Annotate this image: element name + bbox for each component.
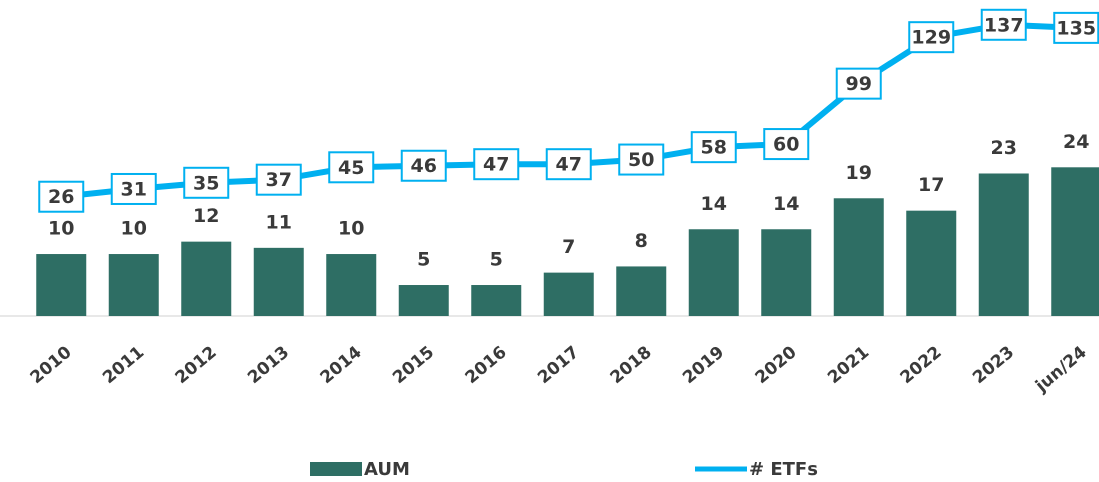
x-tick-label: 2021 bbox=[824, 342, 873, 388]
x-tick-label: 2019 bbox=[679, 342, 728, 388]
bar-label: 10 bbox=[338, 218, 364, 240]
x-tick-label: 2012 bbox=[172, 342, 221, 388]
bar bbox=[398, 285, 449, 316]
bar bbox=[108, 254, 159, 316]
label-box bbox=[255, 163, 302, 196]
line-label: 35 bbox=[193, 172, 219, 194]
bar bbox=[543, 272, 594, 316]
label-box bbox=[473, 148, 520, 181]
line-label: 135 bbox=[1056, 17, 1096, 39]
bar-label: 11 bbox=[266, 211, 292, 233]
line-label: 58 bbox=[701, 137, 727, 159]
x-tick-label: 2017 bbox=[534, 342, 583, 388]
line-label: 50 bbox=[628, 149, 654, 171]
legend-swatch bbox=[310, 462, 362, 476]
label-box bbox=[400, 149, 447, 182]
bar bbox=[1051, 167, 1099, 316]
x-tick-label: 2020 bbox=[752, 342, 801, 388]
x-tick-label: 2023 bbox=[969, 342, 1018, 388]
bar-label: 10 bbox=[48, 218, 74, 240]
bar bbox=[253, 247, 304, 316]
line-label: 31 bbox=[121, 178, 147, 200]
label-box bbox=[1053, 11, 1099, 44]
bar bbox=[833, 198, 884, 316]
x-tick-label: 2013 bbox=[244, 342, 293, 388]
bar bbox=[616, 266, 667, 316]
bar-label: 12 bbox=[193, 205, 219, 227]
line-label: 129 bbox=[911, 27, 951, 49]
line-label: 47 bbox=[556, 154, 582, 176]
legend-label: AUM bbox=[364, 459, 410, 480]
bar-label: 8 bbox=[635, 230, 648, 252]
bar-label: 7 bbox=[562, 236, 575, 258]
label-box bbox=[980, 8, 1027, 41]
label-box bbox=[763, 128, 810, 161]
bar-label: 10 bbox=[121, 218, 147, 240]
bar-label: 14 bbox=[701, 193, 727, 215]
bar bbox=[978, 173, 1029, 316]
line-label: 45 bbox=[338, 157, 364, 179]
line-label: 46 bbox=[411, 155, 437, 177]
bar-label: 17 bbox=[918, 174, 944, 196]
label-box bbox=[618, 143, 665, 176]
line-label: 47 bbox=[483, 154, 509, 176]
bar bbox=[326, 254, 377, 316]
label-box bbox=[545, 148, 592, 181]
bar-label: 14 bbox=[773, 193, 799, 215]
bar-label: 5 bbox=[417, 249, 430, 271]
bar bbox=[761, 229, 812, 316]
line-label: 60 bbox=[773, 134, 799, 156]
label-box bbox=[690, 131, 737, 164]
x-tick-label: 2022 bbox=[897, 342, 946, 388]
x-tick-label: 2010 bbox=[27, 342, 76, 388]
line-label: 137 bbox=[984, 14, 1024, 36]
x-tick-label: 2018 bbox=[607, 342, 656, 388]
bar-label: 23 bbox=[991, 137, 1017, 159]
line-label: 37 bbox=[266, 169, 292, 191]
label-box bbox=[328, 151, 375, 184]
label-box bbox=[835, 67, 882, 100]
x-tick-label: 2015 bbox=[389, 342, 438, 388]
x-tick-label: 2016 bbox=[462, 342, 511, 388]
label-box bbox=[183, 166, 230, 199]
x-tick-label: 2011 bbox=[99, 342, 148, 388]
bar-label: 24 bbox=[1063, 131, 1089, 153]
bar bbox=[36, 254, 87, 316]
x-tick-label: 2014 bbox=[317, 342, 366, 388]
bar-label: 5 bbox=[490, 249, 503, 271]
label-box bbox=[38, 180, 85, 213]
line-label: 26 bbox=[48, 186, 74, 208]
legend-label: # ETFs bbox=[749, 459, 818, 480]
label-box bbox=[110, 172, 157, 205]
label-box bbox=[908, 21, 955, 54]
bar-label: 19 bbox=[846, 162, 872, 184]
line-label: 99 bbox=[846, 73, 872, 95]
bar bbox=[471, 285, 522, 316]
bar bbox=[688, 229, 739, 316]
bar bbox=[906, 210, 957, 316]
x-tick-label: jun/24 bbox=[1031, 342, 1091, 397]
bar bbox=[181, 241, 232, 316]
